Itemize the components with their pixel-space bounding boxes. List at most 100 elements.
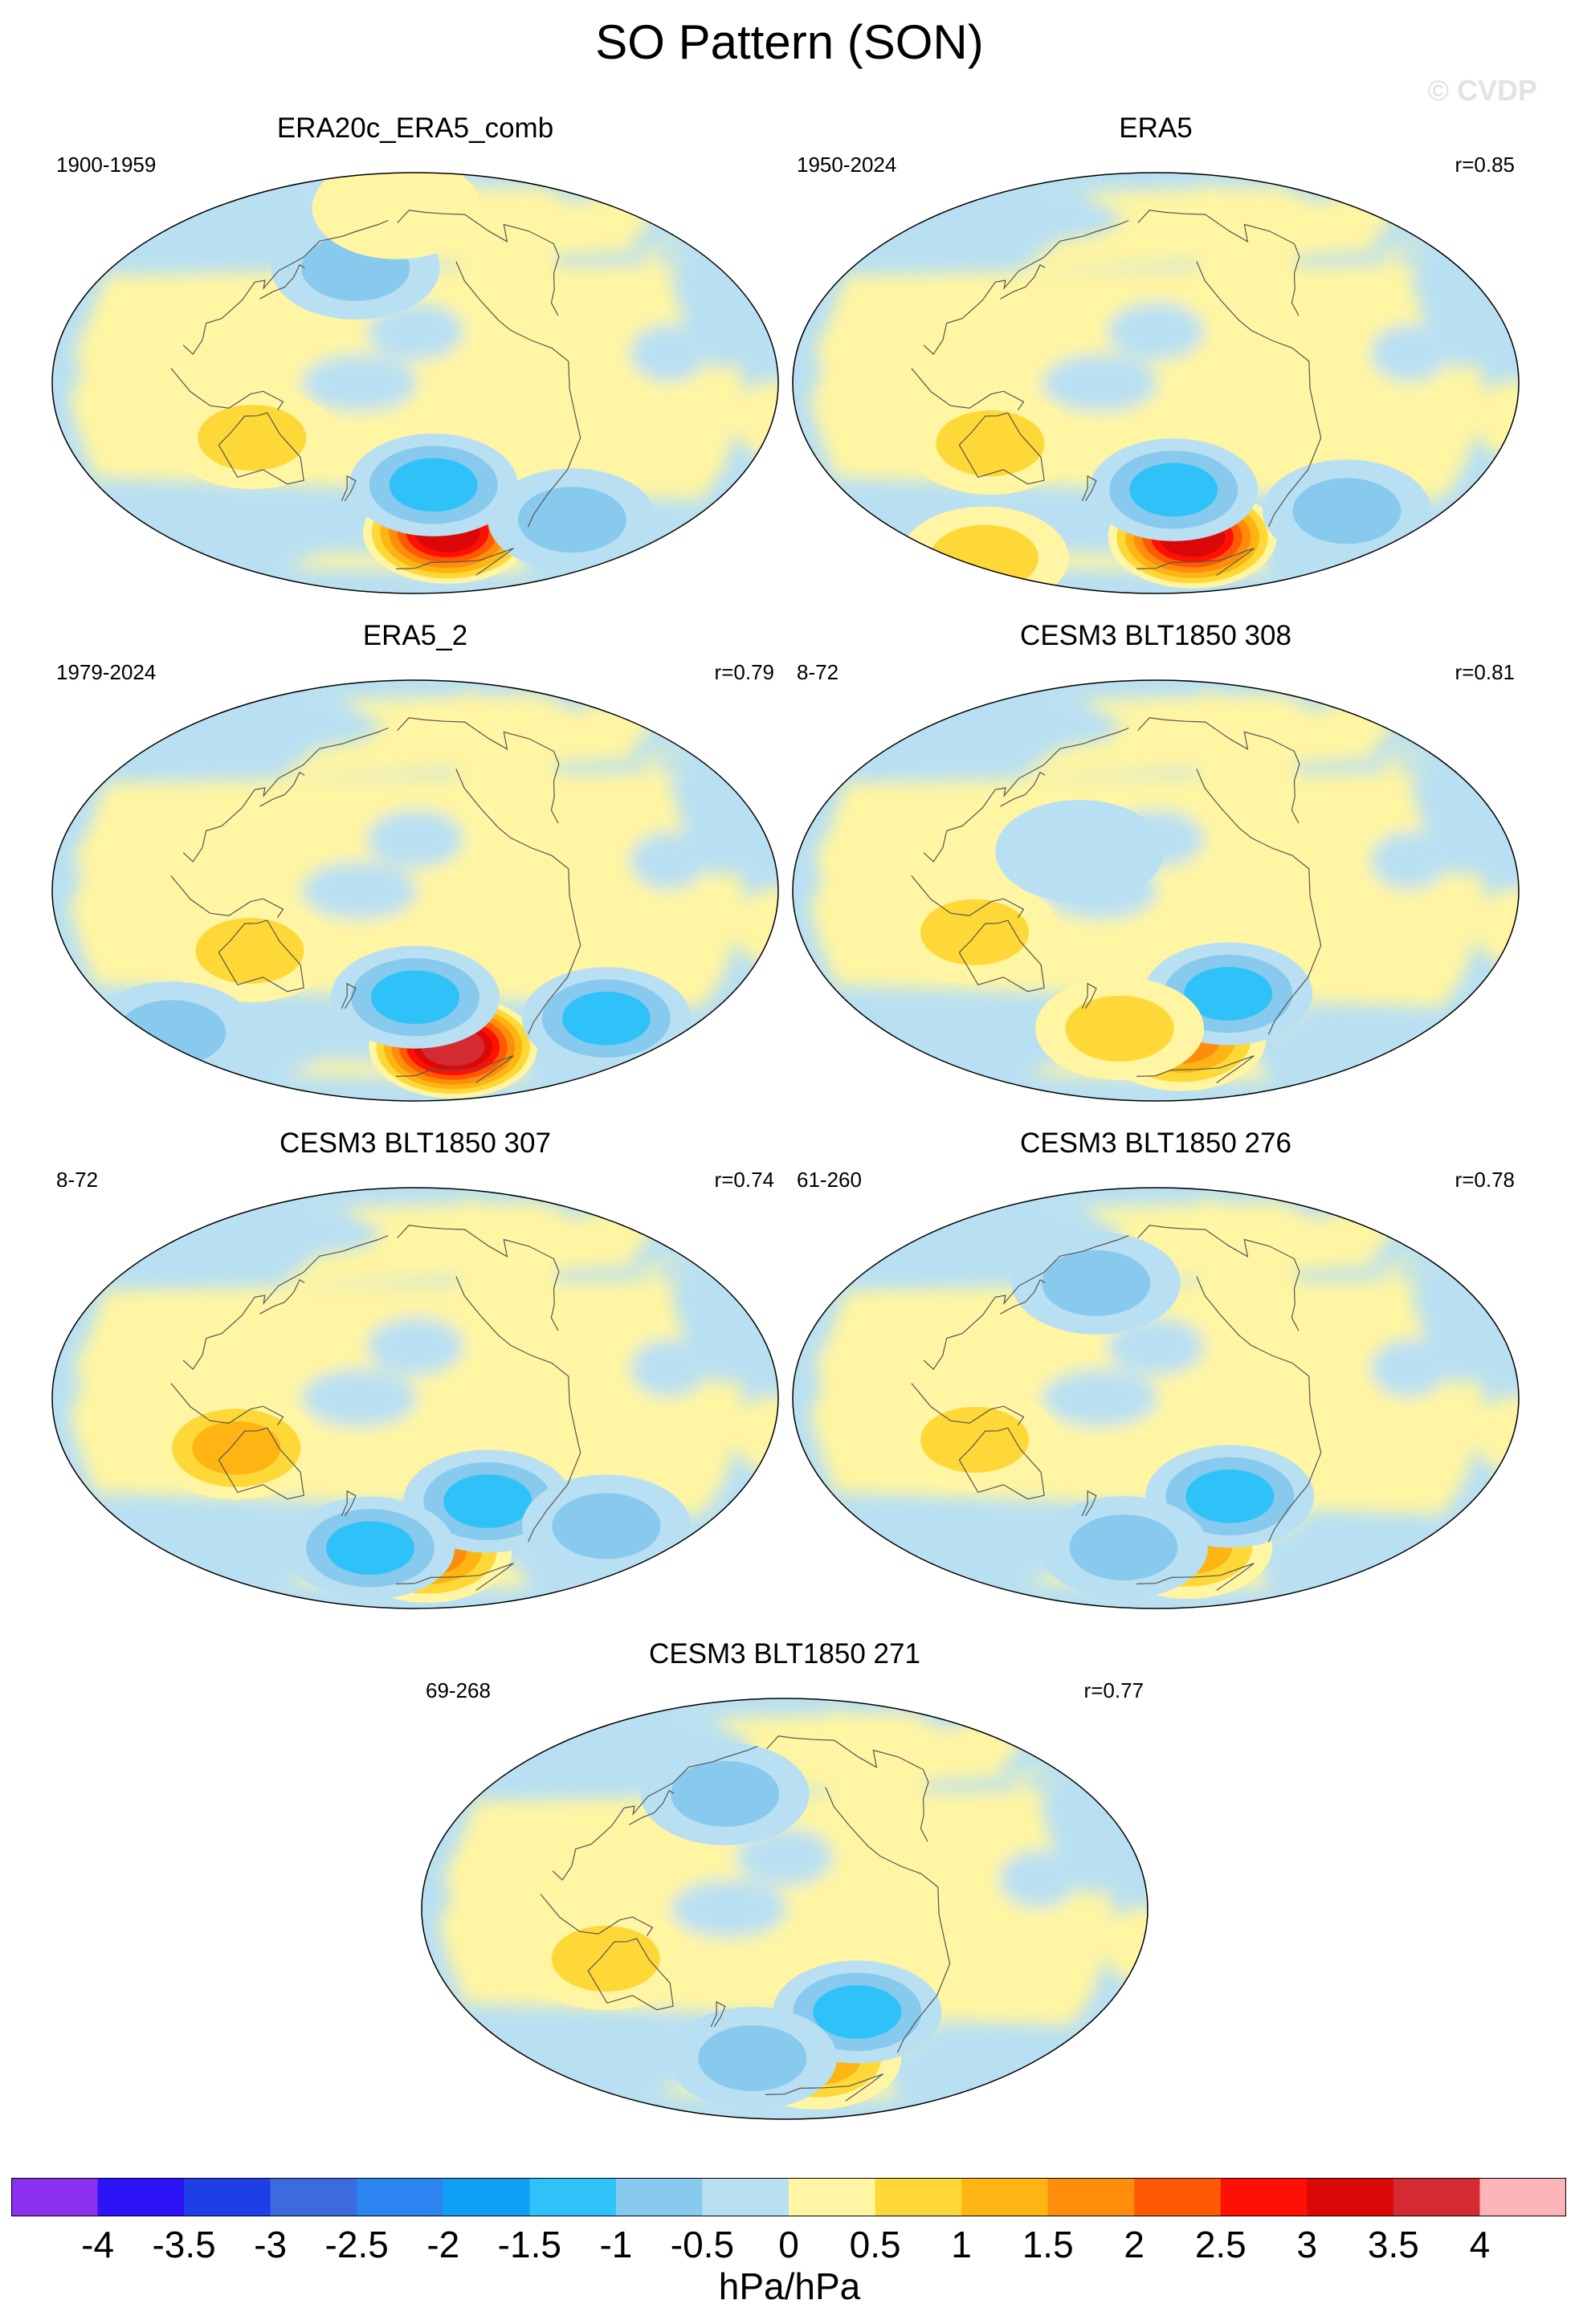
coastline [396,1563,514,1591]
positive-anomaly-contour [920,899,1030,965]
colorbar-tick-labels: -4 -3.5 -3 -2.5 -2 -1.5 -1 -0.5 0 0.5 1 1.5 2 2.5 3 3.5… [11,2223,1566,2268]
coastline [218,919,304,993]
land-anomaly-region [112,1201,694,1374]
negative-anomaly-contour [698,2024,807,2091]
anomaly-blob [816,821,932,899]
positive-anomaly-contour [936,410,1045,477]
coastline [1196,261,1310,362]
land-anomaly-region [853,694,1434,866]
panel-period: 1950-2024 [797,153,897,177]
coastline [259,771,305,807]
coastline [1291,256,1300,316]
map-plot [51,172,779,594]
positive-anomaly-contour [551,1926,660,1992]
anomaly-blob [75,821,192,899]
land-anomaly-region [1198,1198,1287,1241]
anomaly-blob [1370,1339,1448,1397]
coastline [540,1894,654,1936]
panel-period: 1900-1959 [56,153,157,177]
coastline [397,210,560,257]
positive-anomaly-contour [1065,995,1174,1062]
land-anomaly-region [457,183,547,226]
anomaly-blob [1042,1369,1158,1427]
colorbar-swatch [1479,2178,1566,2216]
panel-title: CESM3 BLT1850 271 [649,1638,920,1670]
map-border [792,172,1520,594]
anomaly-blob [75,1328,192,1406]
anomaly-blob [75,313,192,391]
panel-title: CESM3 BLT1850 276 [1020,1127,1291,1159]
anomaly-blob [816,1328,932,1406]
coastline [958,919,1045,993]
colorbar-swatch [875,2178,962,2216]
map-border [51,1187,779,1609]
coastline [1291,764,1300,824]
colorbar-swatch [1047,2178,1135,2216]
map-panel: CESM3 BLT1850 307 8-72 r=0.74 [50,1127,781,1609]
panel-correlation: r=0.81 [1455,660,1515,684]
panel-correlation: r=0.77 [1083,1678,1144,1702]
coastline [455,261,569,362]
colorbar-tick-label: 3 [1296,2224,1318,2265]
colorbar-tick-label: -2.5 [324,2224,389,2265]
colorbar-swatch [1393,2178,1480,2216]
coastline [341,982,357,1009]
coastline [911,368,1025,410]
map-border [792,1187,1520,1609]
panel-title: ERA5_2 [362,620,468,651]
colorbar-tick-label: 2.5 [1194,2224,1246,2265]
anomaly-blob [816,313,932,391]
land-anomaly-region [457,691,547,733]
colorbar-tick-label: 0.5 [849,2224,901,2265]
negative-anomaly-contour [1184,967,1273,1021]
colorbar-swatch [443,2178,530,2216]
colorbar-tick-label: 2 [1124,2224,1144,2265]
panel-correlation: r=0.74 [714,1168,774,1192]
coastline [923,1234,1129,1371]
coastline [170,875,284,918]
anomaly-blob [1370,831,1448,890]
colorbar-tick-label: -2 [426,2224,460,2265]
panel-period: 8-72 [797,660,839,684]
coastline [1136,548,1255,576]
positive-anomaly-contour [192,1421,281,1475]
colorbar-swatch [789,2178,876,2216]
coastline [170,368,284,410]
colorbar-swatch [529,2178,617,2216]
panel-period: 61-260 [797,1168,862,1192]
colorbar-tick-label: -3 [254,2224,288,2265]
colorbar-tick-label: 3.5 [1367,2224,1419,2265]
coastline [552,1745,758,1882]
coastline [1267,868,1322,1035]
coastline [182,727,389,863]
map-border [51,679,779,1102]
anomaly-blob [1108,1317,1204,1376]
colorbar-swatch [615,2178,703,2216]
land-anomaly-region [853,186,1434,359]
colorbar-tick-label: -4 [81,2224,115,2265]
colorbar-swatch [184,2178,271,2216]
coastline [396,548,514,576]
colorbar-swatch [11,2178,99,2216]
colorbar-swatch [1307,2178,1394,2216]
anomaly-blob [1370,324,1448,382]
negative-anomaly-contour [1069,1514,1178,1580]
coastline [527,361,581,528]
coastline [550,764,560,824]
map-panel: ERA20c_ERA5_comb 1900-1959 [50,112,781,594]
panel-period: 1979-2024 [56,660,157,684]
anomaly-blob [1312,1209,1390,1258]
map-panel: CESM3 BLT1850 271 69-268 r=0.77 [419,1638,1150,2120]
map-plot [51,1187,779,1609]
panel-title: ERA5 [1119,112,1193,144]
anomaly-blob [301,862,418,919]
coastline [1137,210,1300,257]
colorbar-tick-label: 4 [1469,2224,1491,2265]
negative-anomaly-contour [371,970,459,1025]
coastline [1137,1225,1300,1272]
negative-anomaly-contour [117,1000,226,1066]
anomaly-blob [367,1317,463,1376]
cvdp-watermark: © CVDP [1427,74,1537,107]
map-border [421,1698,1149,2120]
anomaly-blob [941,1720,1019,1769]
